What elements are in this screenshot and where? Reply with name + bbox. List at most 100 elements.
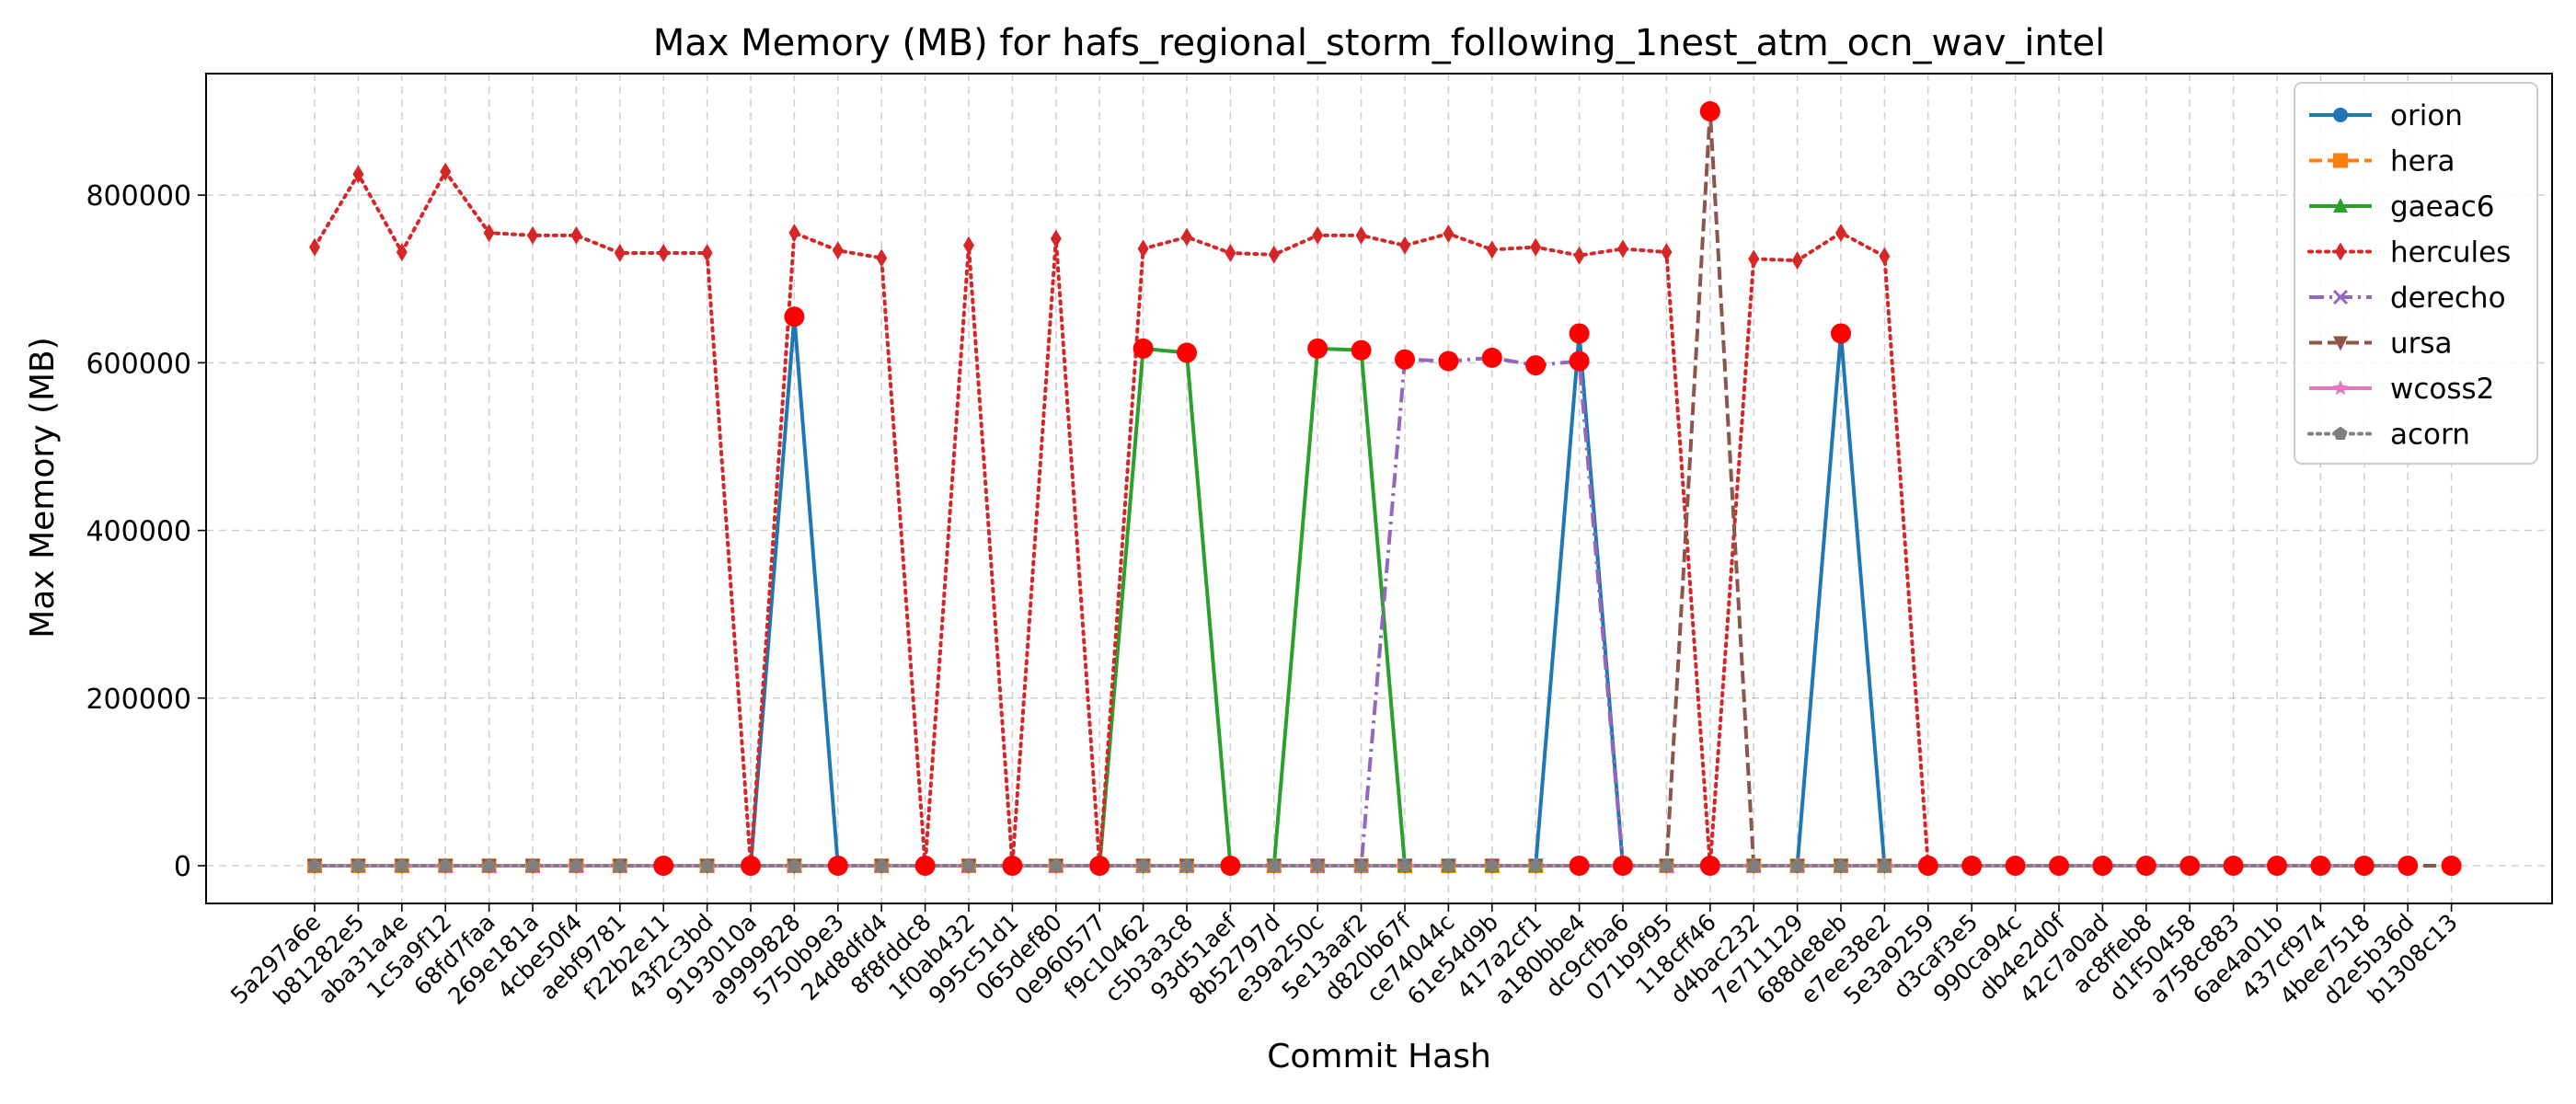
data-point-hercules bbox=[876, 248, 888, 268]
highlight-point bbox=[1831, 323, 1851, 344]
data-point-hercules bbox=[1312, 225, 1324, 245]
highlight-point bbox=[2223, 856, 2244, 876]
data-point-acorn bbox=[1834, 858, 1848, 872]
data-point-hercules bbox=[1443, 224, 1455, 244]
legend-entry-acorn: acorn bbox=[2307, 419, 2470, 452]
data-point-acorn bbox=[1310, 858, 1325, 872]
legend-entry-gaeac6: gaeac6 bbox=[2309, 190, 2495, 224]
data-point-hercules bbox=[440, 162, 452, 181]
data-point-hercules bbox=[832, 241, 844, 260]
highlight-point bbox=[2092, 856, 2113, 876]
data-point-acorn bbox=[307, 858, 322, 872]
data-point-acorn bbox=[1179, 858, 1194, 872]
data-point-acorn bbox=[569, 858, 584, 872]
data-point-hercules bbox=[1225, 243, 1236, 262]
legend-entry-hercules: hercules bbox=[2307, 236, 2511, 270]
highlight-point bbox=[2267, 856, 2287, 876]
data-point-hercules bbox=[396, 243, 408, 262]
data-point-acorn bbox=[1397, 858, 1412, 872]
data-point-hercules bbox=[1268, 245, 1280, 264]
data-point-hercules bbox=[1399, 236, 1410, 255]
data-point-acorn bbox=[1485, 858, 1500, 872]
grid bbox=[206, 74, 2552, 903]
data-point-hercules bbox=[1137, 239, 1149, 259]
highlight-point bbox=[1525, 355, 1547, 376]
highlight-point bbox=[1917, 856, 1938, 876]
highlight-point bbox=[2179, 856, 2201, 876]
highlight-point bbox=[1307, 338, 1328, 359]
data-point-acorn bbox=[1267, 858, 1282, 872]
data-point-acorn bbox=[961, 858, 976, 872]
data-point-hercules bbox=[788, 224, 800, 243]
legend-marker bbox=[2332, 380, 2349, 396]
data-point-hercules bbox=[1617, 239, 1628, 259]
highlight-point bbox=[1481, 347, 1502, 368]
legend-label: hercules bbox=[2390, 236, 2511, 270]
highlight-point bbox=[1961, 856, 1983, 876]
data-point-hercules bbox=[658, 243, 670, 262]
data-point-hercules bbox=[1573, 246, 1585, 265]
highlight-point bbox=[2441, 856, 2462, 876]
data-point-acorn bbox=[1049, 858, 1064, 872]
highlight-point bbox=[2398, 856, 2419, 876]
highlight-point bbox=[1569, 351, 1590, 372]
data-point-acorn bbox=[1135, 858, 1151, 872]
data-point-hercules bbox=[1748, 249, 1760, 269]
data-point-acorn bbox=[1441, 858, 1456, 872]
y-tick-label: 800000 bbox=[86, 180, 191, 213]
highlight-point bbox=[2135, 856, 2156, 876]
highlight-point bbox=[1002, 856, 1023, 876]
data-point-acorn bbox=[1528, 858, 1543, 872]
data-point-hercules bbox=[309, 237, 320, 257]
highlight-point bbox=[2353, 856, 2375, 876]
legend-marker bbox=[2333, 426, 2348, 440]
highlight-point bbox=[1699, 856, 1720, 876]
legend-marker bbox=[2335, 242, 2346, 261]
legend-box bbox=[2294, 82, 2538, 465]
highlight-point bbox=[741, 856, 761, 876]
legend-entry-hera: hera bbox=[2309, 145, 2455, 178]
data-point-hercules bbox=[527, 225, 538, 245]
highlight-point bbox=[1569, 323, 1590, 344]
data-point-hercules bbox=[963, 236, 974, 255]
data-point-hercules bbox=[1791, 251, 1803, 270]
y-tick-label: 0 bbox=[174, 851, 191, 883]
data-point-hercules bbox=[483, 224, 495, 243]
data-point-acorn bbox=[1877, 858, 1892, 872]
highlight-point bbox=[1220, 856, 1241, 876]
highlight-point bbox=[914, 856, 936, 876]
highlight-point bbox=[2310, 856, 2331, 876]
data-point-hercules bbox=[1530, 237, 1542, 257]
y-axis-label: Max Memory (MB) bbox=[24, 337, 62, 638]
highlight-point bbox=[653, 856, 674, 876]
legend-label: derecho bbox=[2390, 282, 2506, 315]
highlight-point bbox=[1395, 349, 1415, 370]
plot-frame bbox=[205, 73, 2553, 904]
legend-entry-orion: orion bbox=[2309, 99, 2463, 132]
data-point-acorn bbox=[481, 858, 497, 872]
data-point-acorn bbox=[395, 858, 409, 872]
data-point-hercules bbox=[1050, 229, 1062, 248]
data-point-acorn bbox=[351, 858, 366, 872]
legend-marker bbox=[2333, 108, 2348, 122]
data-point-acorn bbox=[613, 858, 627, 872]
legend: orion hera gaeac6 hercules derecho ursa wcoss2… bbox=[2294, 82, 2538, 465]
data-point-acorn bbox=[699, 858, 715, 872]
legend-label: orion bbox=[2390, 99, 2463, 132]
data-point-acorn bbox=[438, 858, 453, 872]
highlight-point bbox=[784, 306, 805, 328]
data-point-hercules bbox=[1486, 240, 1498, 259]
legend-marker bbox=[2333, 153, 2348, 168]
highlight-point bbox=[1133, 338, 1154, 359]
highlight-point bbox=[1613, 856, 1633, 876]
highlight-point bbox=[2005, 856, 2026, 876]
data-point-acorn bbox=[874, 858, 889, 872]
legend-label: wcoss2 bbox=[2390, 373, 2494, 406]
highlight-point bbox=[1089, 856, 1110, 876]
data-point-hercules bbox=[614, 243, 626, 262]
legend-label: gaeac6 bbox=[2390, 190, 2495, 224]
data-point-hercules bbox=[1835, 224, 1846, 243]
data-point-hercules bbox=[1879, 247, 1891, 266]
data-point-hercules bbox=[352, 165, 364, 184]
